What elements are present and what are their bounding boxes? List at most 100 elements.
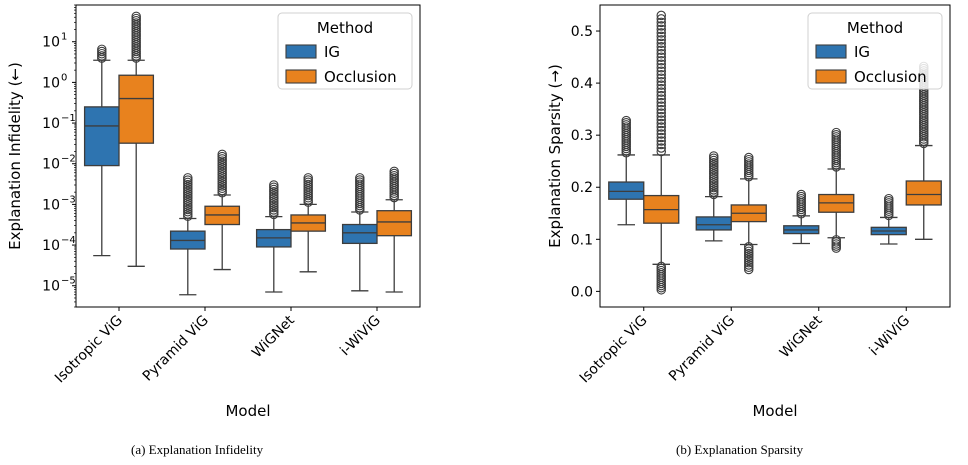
outlier-point <box>183 202 193 212</box>
outlier-point <box>656 83 666 94</box>
outlier-point <box>217 163 227 173</box>
legend-title: Method <box>317 19 373 37</box>
outlier-point <box>708 171 719 182</box>
x-tick-label: Pyramid ViG <box>666 313 738 385</box>
x-tick-label: i-WiViG <box>337 313 384 360</box>
y-tick-label: 10 <box>42 279 60 295</box>
outlier-point <box>656 80 666 90</box>
outlier-point <box>708 185 719 195</box>
box-occlusion-isotropic-vig <box>118 11 155 267</box>
y-tick-label-exponent: −1 <box>61 113 76 124</box>
outlier-point <box>656 24 666 35</box>
outlier-point <box>183 200 193 210</box>
outlier-point <box>303 173 313 183</box>
y-tick-label: 0.4 <box>571 76 593 92</box>
outlier-point <box>708 178 719 188</box>
box-occlusion-pyramid-vig <box>730 152 767 275</box>
legend: Method IG Occlusion <box>807 12 943 90</box>
y-tick-label-exponent: 0 <box>61 72 67 83</box>
y-tick-label-exponent: −2 <box>61 154 76 165</box>
x-tick-label: i-WiViG <box>867 313 914 360</box>
outlier-point <box>217 151 227 162</box>
outlier-point <box>656 125 666 136</box>
box-iqr <box>83 106 120 167</box>
outlier-point <box>217 167 227 178</box>
outlier-point <box>708 167 719 177</box>
legend-swatch-occlusion <box>285 69 317 84</box>
outlier-point <box>656 10 666 21</box>
box-occlusion-isotropic-vig <box>643 10 680 295</box>
outlier-point <box>217 183 227 193</box>
outlier-point <box>183 179 193 190</box>
outlier-point <box>183 182 193 192</box>
outlier-point <box>656 87 666 97</box>
outlier-point <box>656 21 666 31</box>
outlier-point <box>183 186 193 197</box>
x-tick-label: Isotropic ViG <box>52 313 126 387</box>
outlier-point <box>269 193 279 204</box>
outlier-point <box>743 257 754 268</box>
legend-swatch-occlusion <box>815 69 847 84</box>
outlier-point <box>708 189 719 200</box>
outlier-point <box>656 101 666 111</box>
outlier-point <box>217 188 227 198</box>
outlier-point <box>131 11 141 22</box>
outlier-point <box>269 180 279 190</box>
legend-label-ig: IG <box>324 43 340 61</box>
outlier-point <box>269 207 279 217</box>
outlier-point <box>708 153 719 164</box>
outlier-point <box>656 139 666 150</box>
outlier-point <box>269 187 279 197</box>
outlier-point <box>656 146 666 157</box>
box-occlusion-wignet <box>290 173 327 273</box>
box-ig-wignet <box>255 180 292 293</box>
y-tick-label: 10 <box>42 157 60 173</box>
outlier-point <box>217 174 227 184</box>
legend: Method IG Occlusion <box>277 12 413 90</box>
outlier-point <box>831 127 841 138</box>
outlier-point <box>183 197 193 208</box>
outlier-point <box>269 191 279 202</box>
chart-explanation-sparsity: 0.0 0.1 0.2 0.3 0.4 0.5 Isotropic ViG Pyramid V… <box>546 4 951 420</box>
outlier-point <box>217 156 227 166</box>
y-tick-label: 0.1 <box>571 232 593 248</box>
outlier-point <box>708 164 719 175</box>
outlier-point <box>269 182 279 193</box>
box-ig-wignet <box>783 189 820 245</box>
outlier-point <box>217 154 227 164</box>
outlier-point <box>743 255 754 266</box>
outlier-point <box>217 158 227 169</box>
x-tick-label: Pyramid ViG <box>140 313 212 385</box>
y-tick-label-exponent: 1 <box>61 32 67 43</box>
outlier-point <box>656 49 666 59</box>
outlier-point <box>269 184 279 195</box>
outlier-point <box>743 260 754 270</box>
box-ig-i-wivig <box>341 173 378 292</box>
outlier-point <box>743 246 754 257</box>
plot-frame <box>599 4 951 308</box>
y-tick-label-exponent: −4 <box>61 235 76 246</box>
box-ig-pyramid-vig <box>169 173 206 296</box>
y-tick-label: 10 <box>42 75 60 91</box>
x-axis-label: Model <box>752 402 797 420</box>
outlier-point <box>708 176 719 186</box>
outlier-point <box>656 52 666 63</box>
outlier-point <box>183 175 193 185</box>
outlier-point <box>708 155 719 166</box>
outlier-point <box>183 191 193 201</box>
outlier-point <box>743 244 754 254</box>
outlier-point <box>708 169 719 179</box>
y-tick-label: 0.3 <box>571 128 593 144</box>
outlier-point <box>656 35 666 45</box>
box-iqr <box>905 180 942 206</box>
outlier-point <box>217 178 227 189</box>
outlier-point <box>656 115 666 125</box>
outlier-point <box>743 242 754 252</box>
outlier-point <box>656 59 666 70</box>
y-tick-label: 10 <box>42 238 60 254</box>
box-occlusion-pyramid-vig <box>204 149 241 271</box>
outlier-point <box>183 184 193 194</box>
outlier-point <box>217 185 227 196</box>
outlier-point <box>217 169 227 180</box>
